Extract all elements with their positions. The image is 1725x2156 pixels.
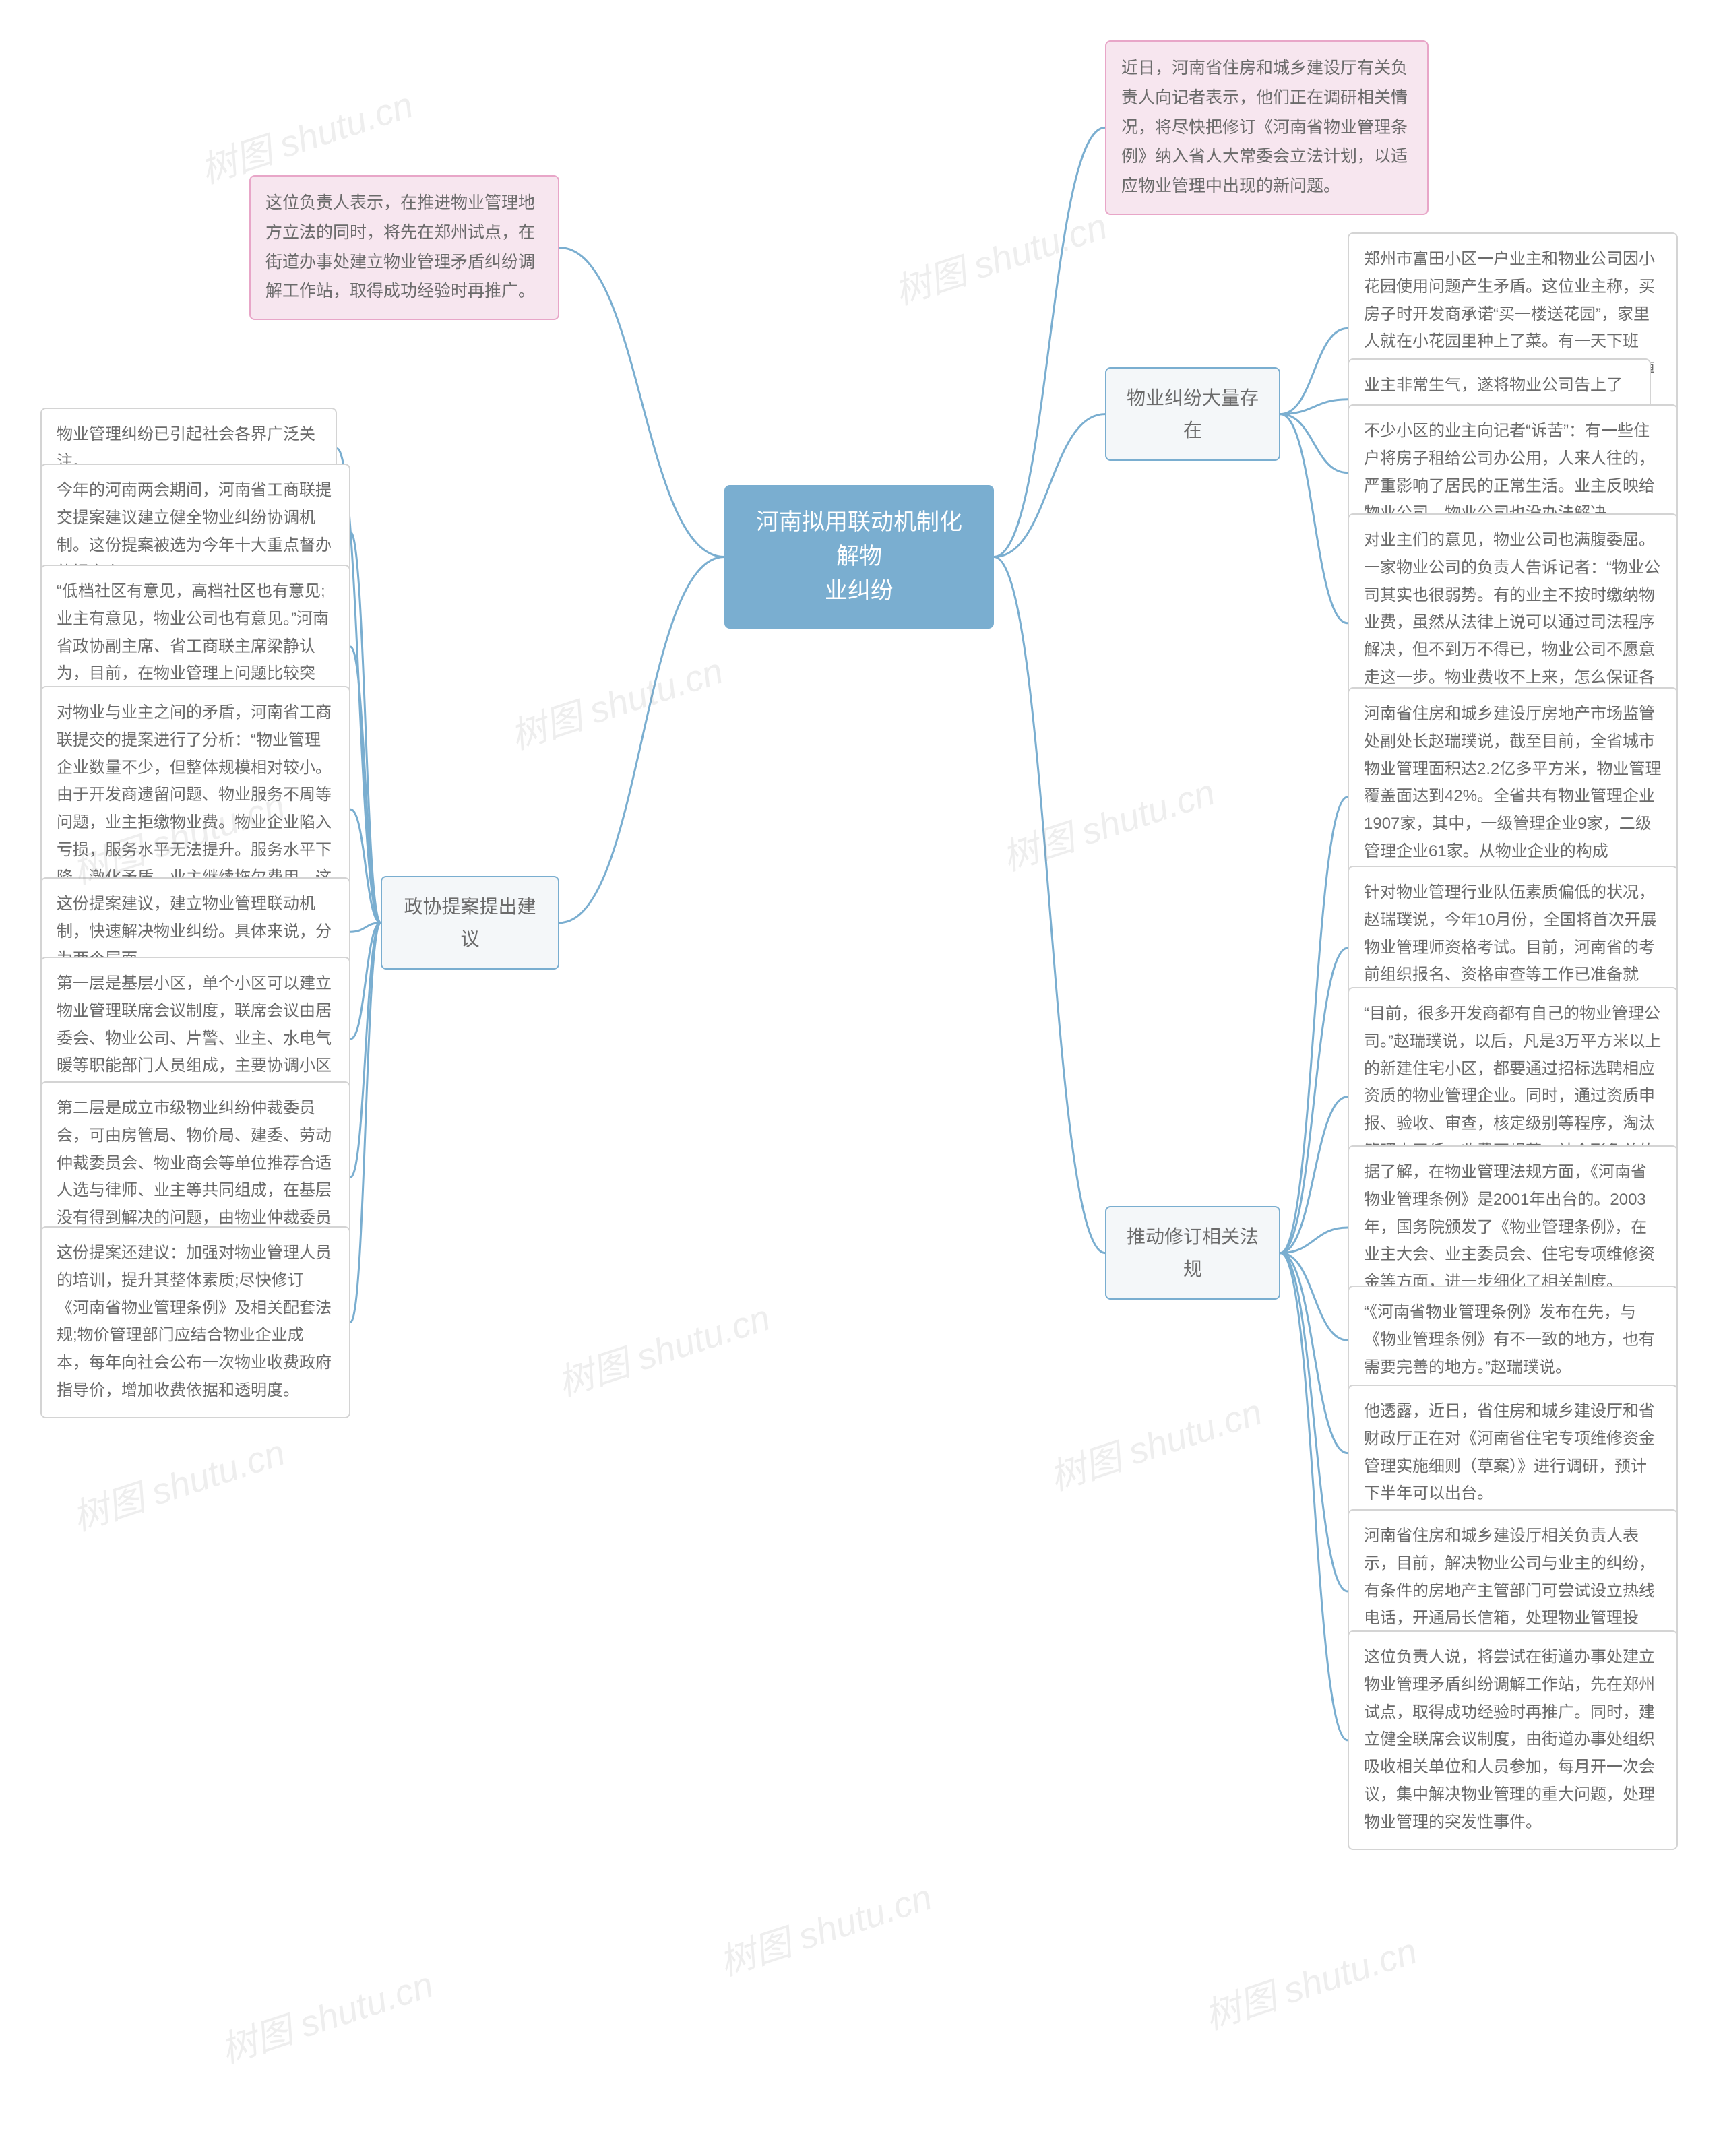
branch-disputes: 物业纠纷大量存在 [1105,367,1280,461]
watermark: 树图 shutu.cn [887,196,1113,315]
watermark: 树图 shutu.cn [1042,1382,1268,1500]
watermark: 树图 shutu.cn [995,762,1221,881]
center-node: 河南拟用联动机制化解物业纠纷 [724,485,994,629]
highlight-top-right: 近日，河南省住房和城乡建设厅有关负责人向记者表示，他们正在调研相关情况，将尽快把… [1105,40,1429,215]
leaf-legislation-5: 他透露，近日，省住房和城乡建设厅和省财政厅正在对《河南省住宅专项维修资金管理实施… [1348,1385,1678,1521]
branch-proposal: 政协提案提出建议 [381,876,559,970]
leaf-proposal-7: 这份提案还建议：加强对物业管理人员的培训，提升其整体素质;尽快修订《河南省物业管… [40,1226,350,1418]
watermark: 树图 shutu.cn [65,1422,291,1541]
highlight-top-left: 这位负责人表示，在推进物业管理地方立法的同时，将先在郑州试点，在街道办事处建立物… [249,175,559,320]
watermark: 树图 shutu.cn [1197,1921,1423,2039]
watermark: 树图 shutu.cn [213,1955,439,2073]
watermark: 树图 shutu.cn [712,1867,938,1986]
branch-legislation: 推动修订相关法规 [1105,1206,1280,1300]
leaf-legislation-4: “《河南省物业管理条例》发布在先，与《物业管理条例》有不一致的地方，也有需要完善… [1348,1286,1678,1395]
watermark: 树图 shutu.cn [503,641,729,759]
watermark: 树图 shutu.cn [550,1288,776,1406]
leaf-legislation-7: 这位负责人说，将尝试在街道办事处建立物业管理矛盾纠纷调解工作站，先在郑州试点，取… [1348,1630,1678,1850]
